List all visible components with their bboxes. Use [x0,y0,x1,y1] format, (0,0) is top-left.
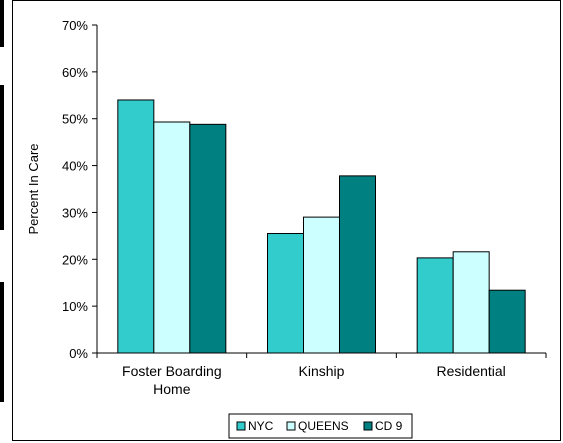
left-edge-bar-2 [0,85,4,230]
left-edge-bar-1 [0,0,4,47]
y-tick-label: 30% [62,205,88,220]
legend-label-nyc: NYC [248,419,274,433]
chart-frame [12,0,561,441]
x-tick-label-0: Foster Boarding Home [122,363,222,397]
bar-nyc-2 [416,257,454,354]
y-axis-title-group: Percent In Care [26,143,41,234]
x-tick-label-2: Residential [437,363,506,379]
left-edge-bar-3 [0,282,4,402]
y-tick-label: 10% [62,299,88,314]
y-axis-title: Percent In Care [26,143,41,234]
legend-box [228,413,413,439]
x-tick-label-line: Residential [437,363,506,379]
bar-queens-2 [452,251,490,354]
bar-nyc-1 [267,233,304,354]
y-tick-label: 0% [69,346,88,361]
y-tick-label: 70% [62,18,88,33]
legend-swatch-cd-9 [363,421,373,431]
x-tick-label-line: Foster Boarding [122,363,222,379]
bars-group [117,99,526,354]
y-tick-label: 50% [62,112,88,127]
legend-swatch-nyc [236,421,246,431]
y-tick-label: 20% [62,252,88,267]
bar-nyc-0 [117,99,155,354]
bar-queens-1 [303,216,340,354]
axes-group: Foster Boarding Home Kinship Residential 0% 1… [62,18,547,397]
y-tick-label: 40% [62,159,88,174]
legend-label-queens: QUEENS [298,419,349,433]
bar-cd-9-1 [339,175,376,354]
bar-cd-9-0 [189,123,227,354]
y-tick-label: 60% [62,65,88,80]
legend-swatch-queens [286,421,296,431]
x-tick-label-1: Kinship [299,363,345,379]
legend-label-cd-9: CD 9 [375,419,403,433]
bar-queens-0 [153,121,191,354]
legend: NYC QUEENS CD 9 [228,413,413,439]
bar-cd-9-2 [488,289,526,354]
x-tick-label-line: Kinship [299,363,345,379]
x-tick-label-line: Home [153,381,191,397]
